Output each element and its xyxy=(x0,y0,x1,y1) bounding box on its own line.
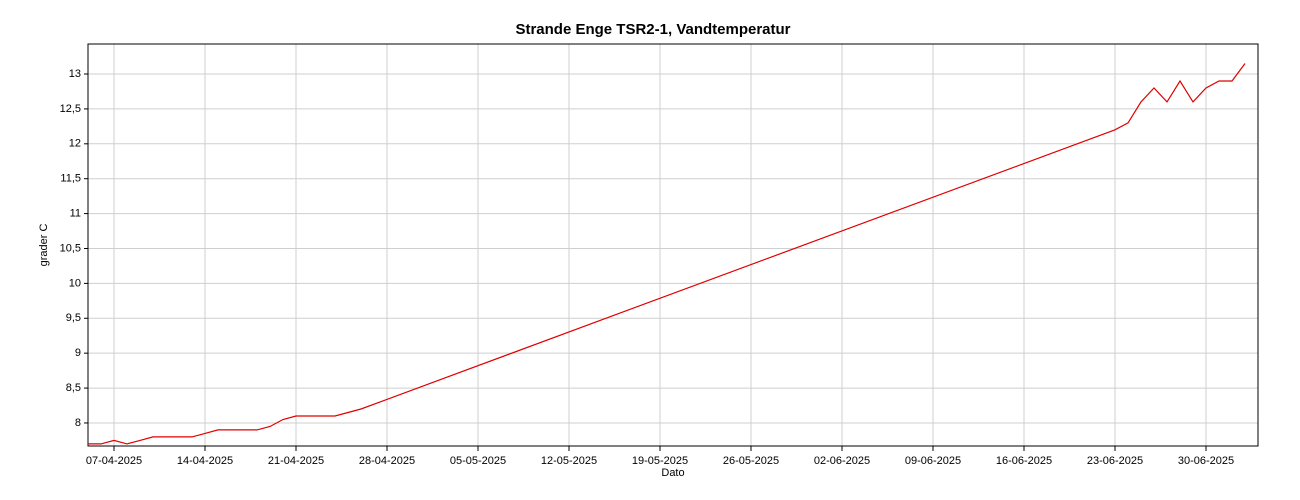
y-tick-label: 9,5 xyxy=(66,312,81,324)
y-tick-label: 8,5 xyxy=(66,382,81,394)
plot-frame xyxy=(87,43,1259,447)
data-line xyxy=(88,63,1246,445)
y-tick-label: 12,5 xyxy=(60,103,81,115)
y-tick-label: 11,5 xyxy=(60,173,81,185)
y-tick-label: 12 xyxy=(69,138,81,150)
y-axis-label: grader C xyxy=(38,224,50,267)
x-tick-label: 16-06-2025 xyxy=(996,455,1052,467)
x-tick-label: 26-05-2025 xyxy=(723,455,779,467)
x-axis-label: Dato xyxy=(661,467,684,479)
y-tick-label: 13 xyxy=(69,68,81,80)
y-tick-label: 9 xyxy=(75,347,81,359)
x-tick-label: 02-06-2025 xyxy=(814,455,870,467)
x-tick-label: 14-04-2025 xyxy=(177,455,233,467)
x-tick-label: 12-05-2025 xyxy=(541,455,597,467)
x-tick-label: 30-06-2025 xyxy=(1178,455,1234,467)
x-tick-label: 19-05-2025 xyxy=(632,455,688,467)
y-tick-label: 11 xyxy=(70,208,81,220)
y-tick-label: 10,5 xyxy=(60,242,81,254)
x-tick-label: 07-04-2025 xyxy=(86,455,142,467)
y-tick-label: 10 xyxy=(69,277,81,289)
chart-title: Strande Enge TSR2-1, Vandtemperatur xyxy=(515,21,790,38)
x-tick-label: 28-04-2025 xyxy=(359,455,415,467)
y-tick-label: 8 xyxy=(75,417,81,429)
x-tick-label: 21-04-2025 xyxy=(268,455,324,467)
x-tick-label: 05-05-2025 xyxy=(450,455,506,467)
x-tick-label: 09-06-2025 xyxy=(905,455,961,467)
x-tick-label: 23-06-2025 xyxy=(1087,455,1143,467)
